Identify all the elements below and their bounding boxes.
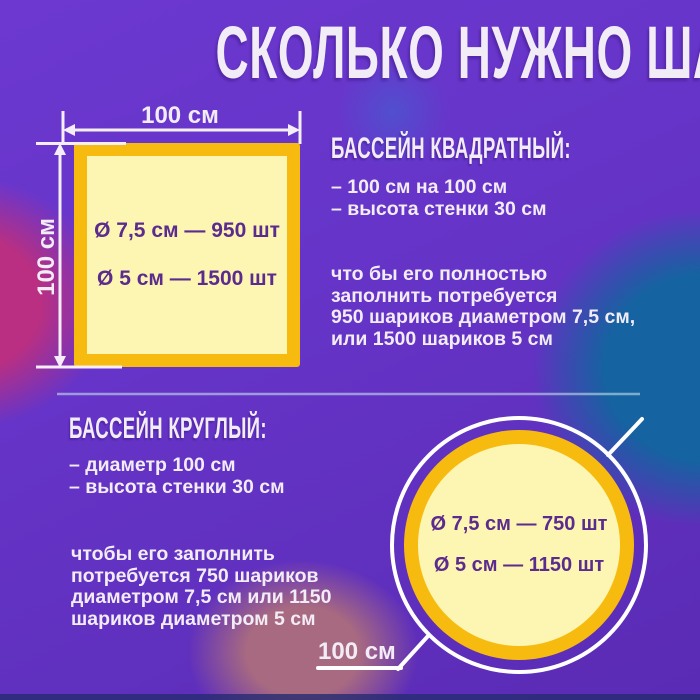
square-pool-capacity: Ø 7,5 см — 950 шт Ø 5 см — 1500 шт bbox=[74, 143, 300, 367]
square-description-line-1: что бы его полностью bbox=[331, 263, 548, 285]
square-description-line-3: 950 шариков диаметром 7,5 см, bbox=[331, 306, 636, 328]
circle-pool-outline-ring bbox=[390, 416, 648, 674]
square-height-dimension-label: 100 см bbox=[33, 218, 60, 296]
round-description-line-3: диаметром 7,5 см или 1150 bbox=[71, 586, 332, 608]
square-section-description: что бы его полностью заполнить потребует… bbox=[331, 263, 636, 350]
square-bullet-2: – высота стенки 30 см bbox=[331, 198, 547, 220]
page-title: СКОЛЬКО НУЖНО ШАРИКОВ? bbox=[215, 11, 700, 94]
circle-pool-capacity: Ø 7,5 см — 750 шт Ø 5 см — 1150 шт bbox=[404, 430, 634, 660]
square-description-line-2: заполнить потребуется bbox=[331, 284, 558, 307]
round-section-description: чтобы его заполнить потребуется 750 шари… bbox=[71, 543, 332, 630]
round-description-line-1: чтобы его заполнить bbox=[71, 543, 275, 565]
round-section-bullets: – диаметр 100 см – высота стенки 30 см bbox=[69, 454, 285, 498]
round-bullet-1: – диаметр 100 см bbox=[69, 454, 236, 476]
bottom-edge-strip bbox=[0, 694, 700, 700]
round-section-heading-wrap: БАССЕЙН КРУГЛЫЙ: bbox=[69, 413, 388, 445]
height-dimension-arrow-bottom bbox=[54, 356, 66, 368]
square-description-line-4: или 1500 шариков 5 см bbox=[331, 327, 553, 350]
square-section-bullets: – 100 см на 100 см – высота стенки 30 см bbox=[331, 176, 547, 220]
circle-pool-fill bbox=[418, 444, 620, 646]
square-section-heading-wrap: БАССЕЙН КВАДРАТНЫЙ: bbox=[331, 133, 700, 165]
round-section-heading: БАССЕЙН КРУГЛЫЙ: bbox=[69, 412, 267, 445]
square-bullet-1: – 100 см на 100 см bbox=[331, 176, 508, 198]
width-dimension-arrow-left bbox=[63, 124, 75, 136]
round-bullet-2: – высота стенки 30 см bbox=[69, 476, 285, 498]
width-dimension-arrow-right bbox=[288, 124, 300, 136]
square-width-dimension-label: 100 см bbox=[141, 102, 219, 129]
circle-capacity-line-2: Ø 5 см — 1150 шт bbox=[433, 554, 605, 576]
round-description-line-2: потребуется 750 шариков bbox=[71, 564, 319, 587]
circle-capacity-line-1: Ø 7,5 см — 750 шт bbox=[430, 513, 608, 535]
circle-diameter-label: 100 см bbox=[318, 638, 396, 665]
square-pool-diagram bbox=[74, 143, 300, 367]
square-capacity-line-2: Ø 5 см — 1500 шт bbox=[97, 267, 277, 290]
round-description-line-4: шариков диаметром 5 см bbox=[71, 607, 316, 630]
height-dimension-arrow-top bbox=[54, 143, 66, 155]
square-section-heading: БАССЕЙН КВАДРАТНЫЙ: bbox=[331, 132, 571, 165]
page-title-wrap: СКОЛЬКО НУЖНО ШАРИКОВ? bbox=[0, 14, 700, 92]
square-capacity-line-1: Ø 7,5 см — 950 шт bbox=[94, 219, 280, 242]
